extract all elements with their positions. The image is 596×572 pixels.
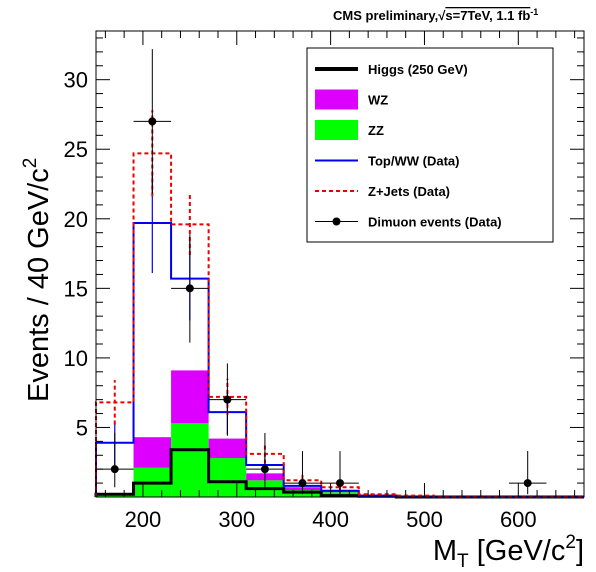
- data-point-marker: [185, 284, 194, 293]
- x-axis-title: MT [GeV/c2]: [433, 532, 584, 572]
- data-point: [321, 451, 359, 495]
- legend-entry: WZ: [315, 89, 388, 110]
- x-tick-label: 600: [500, 507, 537, 532]
- bar-wz: [208, 438, 247, 459]
- bar-zz: [171, 423, 209, 497]
- x-tick-label: 400: [312, 507, 349, 532]
- legend-label: Higgs (250 GeV): [368, 62, 468, 77]
- data-point-marker: [298, 479, 307, 488]
- y-axis-title: Events / 40 GeV/c2: [20, 158, 55, 402]
- data-point-marker: [523, 479, 532, 488]
- legend-marker: [332, 217, 341, 226]
- legend-swatch: [315, 89, 358, 110]
- data-point-marker: [223, 395, 232, 404]
- legend-entry: Top/WW (Data): [315, 154, 459, 169]
- bar-wz: [133, 437, 172, 468]
- bar-zz: [96, 495, 134, 497]
- data-point-marker: [260, 465, 269, 474]
- data-point: [246, 433, 284, 488]
- legend-entry: Dimuon events (Data): [315, 215, 502, 230]
- axes: 200 300 400 500 600 5 10 15 20 25 30: [64, 30, 585, 532]
- legend-box: [306, 47, 554, 243]
- legend-swatch: [315, 120, 358, 140]
- legend: Higgs (250 GeV) WZ ZZ Top/WW (Data) Z+Jets (…: [306, 47, 554, 243]
- legend-label: Z+Jets (Data): [368, 184, 450, 199]
- legend-label: WZ: [368, 93, 388, 108]
- bar-wz: [171, 370, 209, 424]
- legend-label: Top/WW (Data): [368, 154, 459, 169]
- x-tick-label: 500: [406, 507, 443, 532]
- y-tick-label: 5: [76, 415, 88, 440]
- legend-entry: Higgs (250 GeV): [315, 62, 468, 77]
- plot-border: [95, 30, 585, 498]
- y-tick-label: 25: [64, 137, 88, 162]
- legend-label: ZZ: [368, 123, 384, 138]
- data-point: [508, 451, 547, 495]
- y-tick-label: 30: [64, 68, 88, 93]
- data-point: [208, 363, 247, 436]
- legend-entry: ZZ: [315, 120, 384, 140]
- data-point-marker: [110, 465, 119, 474]
- legend-label: Dimuon events (Data): [368, 215, 502, 230]
- data-points: [96, 49, 547, 495]
- data-point: [171, 234, 209, 343]
- data-point: [96, 433, 134, 488]
- data-point: [133, 49, 172, 194]
- chart-header: CMS preliminary,√s=7TeV, 1.1 fb-1: [333, 7, 538, 23]
- data-point: [283, 451, 322, 495]
- bar-zz: [208, 458, 247, 497]
- data-point-marker: [336, 479, 344, 488]
- y-tick-label: 20: [64, 207, 88, 232]
- x-tick-label: 200: [125, 507, 162, 532]
- x-tick-label: 300: [218, 507, 255, 532]
- y-tick-label: 10: [64, 346, 88, 371]
- y-tick-label: 15: [64, 276, 88, 301]
- data-point-marker: [148, 117, 157, 126]
- legend-entry: Z+Jets (Data): [315, 184, 450, 199]
